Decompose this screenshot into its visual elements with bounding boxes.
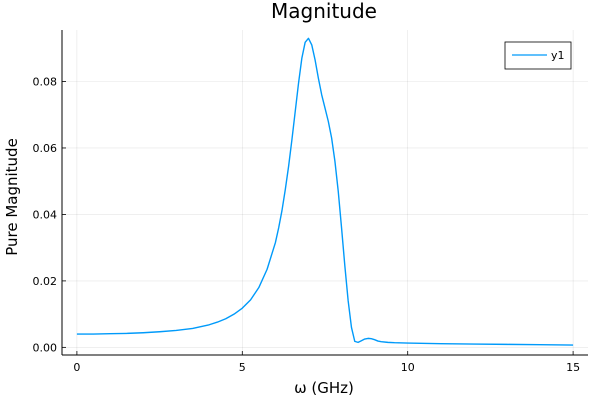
x-tick-label: 0: [73, 361, 80, 374]
grid: [62, 30, 588, 355]
x-tick-label: 5: [239, 361, 246, 374]
y-tick-label: 0.06: [33, 142, 58, 155]
series-line-y1: [76, 37, 574, 346]
y-tick-label: 0.08: [33, 76, 58, 89]
y-tick-label: 0.04: [33, 208, 58, 221]
legend-label-y1: y1: [551, 49, 565, 62]
legend: y1: [504, 41, 572, 70]
y-axis-title: Pure Magnitude: [3, 138, 21, 256]
plot-frame: [61, 30, 588, 356]
x-tick-label: 15: [566, 361, 580, 374]
series-layer: [76, 37, 574, 346]
chart-title: Magnitude: [271, 0, 377, 23]
x-tick-label: 10: [401, 361, 415, 374]
y-tick-label: 0.00: [33, 341, 58, 354]
axis-ticks: 0 5 10 15 0.00 0.02 0.04 0.06 0.08: [33, 76, 581, 374]
x-axis-title: ω (GHz): [294, 379, 354, 397]
y-tick-label: 0.02: [33, 275, 58, 288]
